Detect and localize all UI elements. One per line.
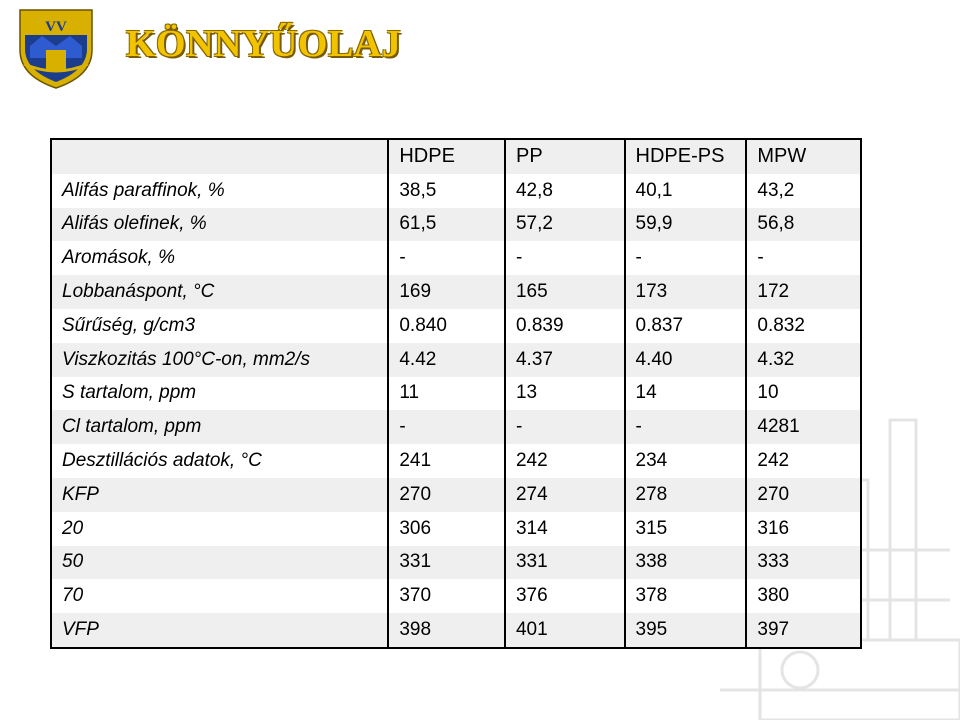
table-cell: 59,9	[623, 207, 747, 242]
table-row: Viszkozitás 100°C-on, mm2/s 4.42 4.37 4.40 4…	[51, 342, 861, 377]
table-cell: 234	[623, 444, 747, 478]
table-row: Alifás olefinek, % 61,5 57,2 59,9 56,8	[51, 207, 861, 242]
column-header-pp: PP	[503, 139, 625, 174]
table-cell: 10	[745, 376, 861, 411]
properties-table: HDPE PP HDPE-PS MPW Alifás paraffinok, %…	[50, 138, 862, 649]
row-label: Alifás paraffinok, %	[62, 179, 225, 201]
table-cell: 165	[503, 275, 625, 309]
table-cell: 0.837	[623, 308, 747, 343]
row-label: 70	[62, 585, 84, 607]
table-cell: 380	[745, 579, 861, 614]
table-cell: 306	[387, 511, 505, 546]
table-row: Desztillációs adatok, °C 241 242 234 242	[51, 444, 861, 478]
table-cell: 314	[503, 511, 625, 546]
table-cell: 172	[745, 275, 861, 309]
table-cell: 0.840	[387, 308, 505, 343]
page-title: KÖNNYŰOLAJ	[126, 23, 402, 65]
table-cell: 4281	[745, 410, 861, 445]
row-label: Cl tartalom, ppm	[62, 416, 202, 438]
column-header-hdpe-ps: HDPE-PS	[623, 139, 747, 174]
logo-text: VV	[45, 19, 67, 35]
table-cell: 370	[387, 579, 505, 614]
table-cell: 315	[623, 511, 747, 546]
table-cell: 14	[623, 376, 747, 411]
table-cell: 242	[745, 444, 861, 478]
table-cell: -	[503, 241, 625, 276]
table-cell: 169	[387, 275, 505, 309]
table-cell: -	[387, 410, 505, 445]
table-row: KFP 270 274 278 270	[51, 477, 861, 512]
table-cell: 11	[387, 376, 505, 411]
table-cell: 401	[503, 613, 625, 648]
table-cell: 13	[503, 376, 625, 411]
table-cell: -	[745, 241, 861, 276]
table-header-row: HDPE PP HDPE-PS MPW	[51, 139, 861, 174]
table-row: Lobbanáspont, °C 169 165 173 172	[51, 275, 861, 309]
row-label: Lobbanáspont, °C	[62, 281, 215, 303]
table-cell: 4.32	[745, 342, 861, 377]
table-cell: 395	[623, 613, 747, 648]
table-cell: 57,2	[503, 207, 625, 242]
row-label: VFP	[62, 619, 99, 641]
table-cell: -	[623, 410, 747, 445]
table-cell: 241	[387, 444, 505, 478]
table-row: VFP 398 401 395 397	[51, 613, 861, 648]
column-header-mpw: MPW	[745, 139, 861, 174]
table-cell: 331	[503, 545, 625, 580]
row-label: Sűrűség, g/cm3	[62, 314, 196, 336]
table-row: 50 331 331 338 333	[51, 545, 861, 580]
table-cell: 378	[623, 579, 747, 614]
table-cell: 397	[745, 613, 861, 648]
table-cell: 242	[503, 444, 625, 478]
row-label: Alifás olefinek, %	[62, 213, 207, 235]
table-cell: 270	[745, 477, 861, 512]
table-cell: 316	[745, 511, 861, 546]
row-label: Desztillációs adatok, °C	[62, 450, 262, 472]
table-body: Alifás paraffinok, % 38,5 42,8 40,1 43,2 Alif…	[51, 173, 861, 648]
table-cell: 376	[503, 579, 625, 614]
table-row: S tartalom, ppm 11 13 14 10	[51, 376, 861, 411]
table-cell: 4.37	[503, 342, 625, 377]
table-cell: 40,1	[623, 173, 747, 208]
table-cell: 0.839	[503, 308, 625, 343]
table-cell: 173	[623, 275, 747, 309]
table-cell: 278	[623, 477, 747, 512]
row-label: KFP	[62, 483, 99, 505]
table-cell: 4.42	[387, 342, 505, 377]
table-cell: 43,2	[745, 173, 861, 208]
column-header-hdpe: HDPE	[387, 139, 505, 174]
table-row: 20 306 314 315 316	[51, 511, 861, 546]
table-cell: 42,8	[503, 173, 625, 208]
university-crest-icon: VV	[19, 9, 93, 89]
table-row: 70 370 376 378 380	[51, 579, 861, 614]
row-label: Aromások, %	[62, 247, 175, 269]
table-row: Alifás paraffinok, % 38,5 42,8 40,1 43,2	[51, 173, 861, 208]
table-cell: -	[623, 241, 747, 276]
table-cell: -	[503, 410, 625, 445]
table-row: Sűrűség, g/cm3 0.840 0.839 0.837 0.832	[51, 308, 861, 343]
table-cell: 274	[503, 477, 625, 512]
table-cell: 338	[623, 545, 747, 580]
table-cell: 270	[387, 477, 505, 512]
table-row: Aromások, % - - - -	[51, 241, 861, 276]
table-cell: 0.832	[745, 308, 861, 343]
row-label: Viszkozitás 100°C-on, mm2/s	[62, 348, 311, 370]
row-label: S tartalom, ppm	[62, 382, 197, 404]
table-cell: 331	[387, 545, 505, 580]
table-cell: -	[387, 241, 505, 276]
table-cell: 61,5	[387, 207, 505, 242]
row-label: 20	[62, 517, 84, 539]
column-header-empty	[51, 139, 388, 174]
table-cell: 38,5	[387, 173, 505, 208]
table-cell: 4.40	[623, 342, 747, 377]
table-cell: 333	[745, 545, 861, 580]
table-row: Cl tartalom, ppm - - -4281	[51, 410, 861, 445]
table-cell: 56,8	[745, 207, 861, 242]
row-label: 50	[62, 551, 84, 573]
table-cell: 398	[387, 613, 505, 648]
